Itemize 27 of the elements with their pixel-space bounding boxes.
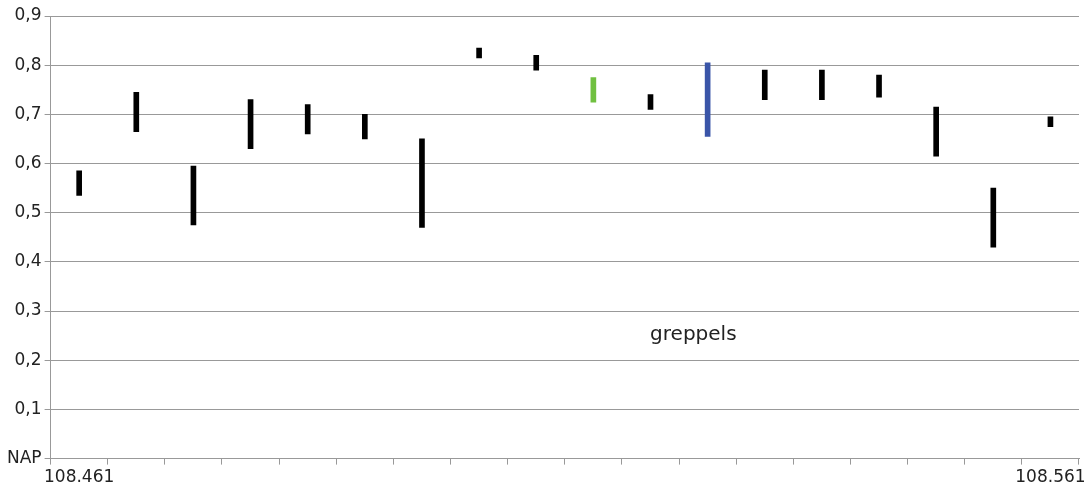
y-tick-label: 0,2: [14, 348, 42, 369]
y-tick-label: 0,1: [14, 397, 42, 418]
y-tick-label: 0,9: [14, 4, 42, 25]
bar: [990, 187, 997, 248]
y-tick-label: 0,5: [14, 201, 42, 222]
annotation: greppels: [650, 320, 737, 345]
bar: [647, 94, 654, 110]
bar: [133, 91, 140, 132]
bar: [304, 104, 311, 135]
y-tick-label: 0,6: [14, 151, 42, 172]
bar: [476, 47, 482, 59]
y-tick-label: 0,8: [14, 53, 42, 74]
y-tick-label: NAP: [6, 447, 42, 468]
bar: [1047, 116, 1054, 127]
bar: [533, 55, 540, 71]
bar: [362, 114, 368, 140]
bar: [419, 138, 425, 228]
bar: [933, 106, 939, 157]
y-tick-label: 0,4: [14, 250, 42, 271]
bar: [761, 69, 768, 100]
x-tick-label: 108.461: [44, 466, 115, 487]
bar: [876, 74, 882, 98]
y-tick-label: 0,7: [14, 102, 42, 123]
bar: [819, 69, 825, 100]
y-tick-label: 0,3: [14, 299, 42, 320]
bar: [76, 170, 82, 196]
x-tick-label: 108.561: [1015, 466, 1086, 487]
